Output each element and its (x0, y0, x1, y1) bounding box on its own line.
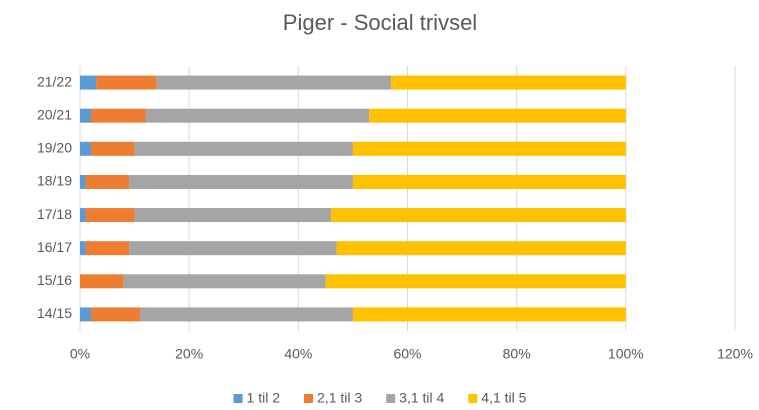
x-tick-label: 20% (175, 346, 203, 362)
legend-label: 2,1 til 3 (317, 390, 362, 406)
y-tick-label: 16/17 (37, 239, 72, 255)
bar-segment (129, 174, 353, 189)
x-tick-label: 0% (70, 346, 90, 362)
y-tick-label: 18/19 (37, 173, 72, 189)
bar-segment (80, 141, 91, 156)
y-tick-label: 15/16 (37, 272, 72, 288)
bar-segment (331, 208, 626, 223)
bar-segment (80, 208, 86, 223)
x-tick-label: 40% (284, 346, 312, 362)
bar-segment (140, 307, 353, 322)
y-tick-label: 20/21 (37, 106, 72, 122)
legend-swatch (304, 394, 314, 403)
legend-swatch (233, 394, 243, 403)
chart-title: Piger - Social trivsel (283, 10, 477, 35)
bar-segment (80, 241, 86, 256)
bar-segment (80, 174, 86, 189)
legend-label: 4,1 til 5 (481, 390, 526, 406)
y-tick-label: 14/15 (37, 305, 72, 321)
bar-segment (369, 108, 626, 123)
bar-segment (80, 108, 91, 123)
x-tick-label: 60% (393, 346, 421, 362)
bar-segment (145, 108, 370, 123)
bar-segment (96, 75, 157, 90)
y-tick-label: 21/22 (37, 73, 72, 89)
y-tick-label: 17/18 (37, 206, 72, 222)
bar-segment (85, 241, 130, 256)
legend-swatch (468, 394, 478, 403)
bar-segment (90, 108, 146, 123)
x-tick-label: 80% (503, 346, 531, 362)
bar-segment (325, 274, 626, 289)
legend-label: 3,1 til 4 (399, 390, 444, 406)
y-tick-label: 19/20 (37, 140, 72, 156)
bar-segment (156, 75, 392, 90)
x-tick-label: 100% (608, 346, 644, 362)
legend-swatch (386, 394, 396, 403)
bar-segment (123, 274, 326, 289)
bar-segment (391, 75, 626, 90)
bar-segment (85, 208, 135, 223)
bar-segment (134, 141, 353, 156)
bar-segment (352, 307, 626, 322)
bar-segment (80, 307, 91, 322)
bar-segment (134, 208, 332, 223)
x-tick-label: 120% (717, 346, 753, 362)
bar-segment (85, 174, 130, 189)
bar-segment (80, 274, 124, 289)
bar-segment (129, 241, 337, 256)
bar-segment (336, 241, 626, 256)
bar-segment (352, 141, 626, 156)
legend-label: 1 til 2 (247, 390, 281, 406)
bar-segment (90, 141, 135, 156)
bar-segment (352, 174, 626, 189)
bar-segment (80, 75, 97, 90)
bar-segment (90, 307, 141, 322)
